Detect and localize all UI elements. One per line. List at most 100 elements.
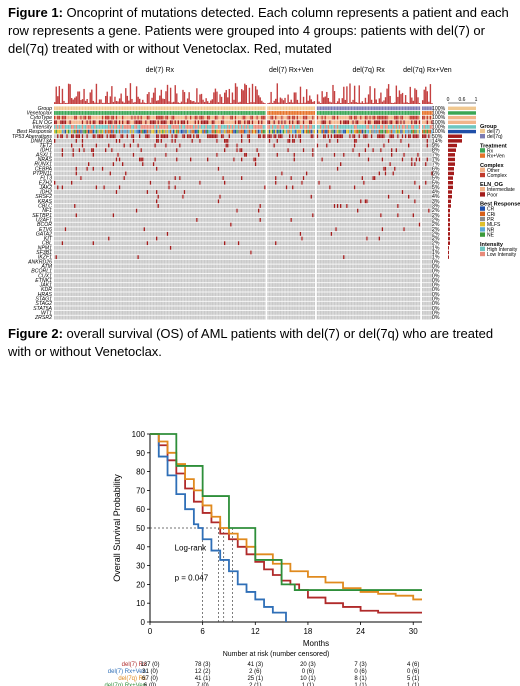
oncoprint-cell — [244, 152, 246, 157]
burden-bar — [219, 94, 221, 104]
oncoprint-cell — [296, 120, 299, 125]
oncoprint-cell — [318, 180, 320, 185]
oncoprint-cell — [177, 171, 179, 176]
oncoprint-cell — [197, 166, 200, 171]
oncoprint-cell — [159, 143, 161, 148]
oncoprint-cell — [338, 129, 340, 134]
oncoprint-cell — [409, 120, 411, 125]
oncoprint-cell — [98, 176, 101, 180]
oncoprint-cell — [179, 176, 181, 180]
oncoprint-cell — [173, 125, 175, 129]
oncoprint-cell — [268, 166, 271, 171]
oncoprint-cell — [162, 190, 164, 194]
oncoprint-cell — [84, 162, 87, 167]
oncoprint-cell — [358, 134, 360, 139]
oncoprint-cell — [123, 194, 125, 199]
oncoprint-cell — [270, 106, 272, 111]
oncoprint-cell — [78, 194, 81, 199]
oncoprint-cell — [284, 106, 286, 111]
oncoprint-cell — [401, 157, 404, 162]
oncoprint-cell — [132, 166, 135, 171]
oncoprint-cell — [200, 125, 203, 129]
oncoprint-cell — [381, 125, 384, 129]
oncoprint-cell — [191, 115, 193, 120]
oncoprint-cell — [352, 176, 354, 180]
oncoprint-cell — [168, 194, 170, 199]
oncoprint-cell — [210, 176, 212, 180]
oncoprint-cell — [321, 120, 323, 125]
oncoprint-cell — [97, 134, 99, 139]
oncoprint-cell — [188, 171, 190, 176]
burden-bar — [346, 86, 348, 104]
oncoprint-cell — [275, 120, 277, 125]
oncoprint-cell — [344, 180, 346, 185]
burden-bar — [123, 102, 125, 104]
oncoprint-cell — [193, 115, 195, 120]
oncoprint-cell — [363, 125, 365, 129]
oncoprint-cell — [367, 148, 370, 153]
oncoprint-cell — [276, 111, 278, 115]
oncoprint-cell — [91, 143, 93, 148]
oncoprint-cell — [211, 194, 213, 199]
oncoprint-cell — [298, 171, 300, 176]
oncoprint-cell — [149, 148, 152, 153]
oncoprint-cell — [347, 120, 350, 125]
oncoprint-cell — [278, 106, 280, 111]
oncoprint-cell — [336, 166, 339, 171]
oncoprint-cell — [370, 120, 373, 125]
oncoprint-cell — [224, 148, 226, 153]
oncoprint-cell — [346, 143, 348, 148]
oncoprint-cell — [290, 111, 292, 115]
oncoprint-cell — [190, 166, 192, 171]
oncoprint-cell — [409, 138, 411, 143]
burden-bar — [330, 102, 333, 104]
oncoprint-cell — [327, 171, 329, 176]
oncoprint-cell — [86, 106, 88, 111]
oncoprint-cell — [429, 134, 432, 139]
oncoprint-cell — [199, 129, 201, 134]
oncoprint-cell — [319, 157, 322, 162]
oncoprint-cell — [251, 120, 254, 125]
oncoprint-cell — [105, 148, 107, 153]
oncoprint-cell — [248, 148, 251, 153]
oncoprint-cell — [135, 143, 138, 148]
oncoprint-cell — [262, 143, 264, 148]
oncoprint-cell — [122, 152, 124, 157]
oncoprint-cell — [171, 120, 173, 125]
oncoprint-cell — [182, 157, 184, 162]
oncoprint-cell — [214, 115, 217, 120]
oncoprint-cell — [360, 134, 362, 139]
oncoprint-cell — [207, 120, 209, 125]
oncoprint-cell — [135, 129, 138, 134]
oncoprint-cell — [182, 176, 184, 180]
oncoprint-cell — [319, 162, 322, 167]
oncoprint-cell — [162, 111, 164, 115]
oncoprint-cell — [114, 111, 116, 115]
burden-bar — [64, 102, 67, 104]
burden-bar — [295, 92, 297, 104]
oncoprint-cell — [395, 143, 397, 148]
oncoprint-cell — [426, 111, 428, 115]
burden-bar — [152, 92, 155, 104]
oncoprint-cell — [108, 143, 110, 148]
burden-bar — [340, 102, 342, 104]
oncoprint-cell — [247, 152, 249, 157]
oncoprint-cell — [112, 134, 115, 139]
oncoprint-cell — [367, 115, 370, 120]
oncoprint-cell — [293, 120, 295, 125]
oncoprint-cell — [118, 148, 121, 153]
oncoprint-cell — [352, 152, 354, 157]
oncoprint-cell — [281, 148, 283, 153]
oncoprint-cell — [349, 185, 351, 190]
oncoprint-cell — [412, 176, 414, 180]
oncoprint-cell — [412, 138, 414, 143]
oncoprint-cell — [335, 115, 337, 120]
oncoprint-cell — [264, 185, 266, 190]
oncoprint-cell — [95, 176, 98, 180]
oncoprint-cell — [203, 171, 206, 176]
oncoprint-cell — [426, 138, 428, 143]
oncoprint-cell — [428, 138, 430, 143]
oncoprint-cell — [288, 162, 291, 167]
oncoprint-cell — [78, 134, 81, 139]
oncoprint-cell — [168, 171, 170, 176]
